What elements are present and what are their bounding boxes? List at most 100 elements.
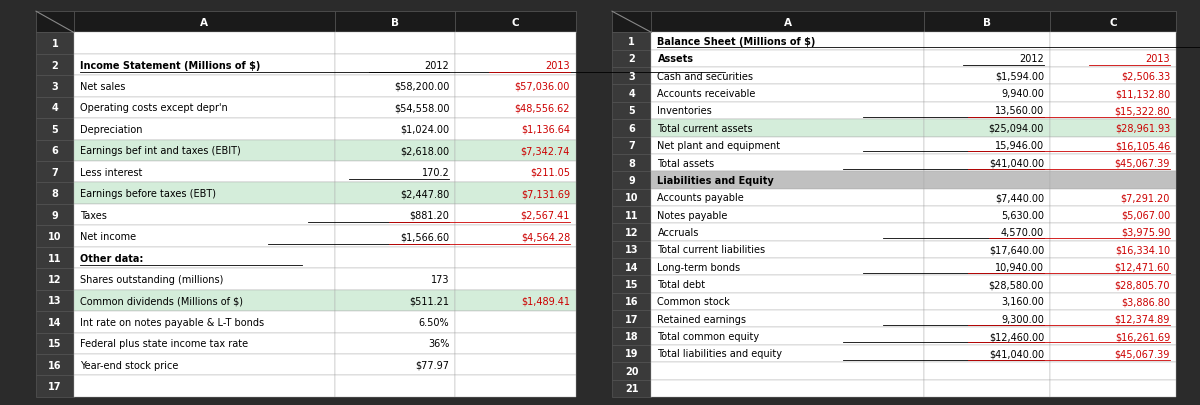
Text: A: A [200, 18, 209, 28]
Bar [924, 189, 1050, 207]
Text: 4: 4 [52, 103, 59, 113]
Text: Accruals: Accruals [658, 228, 698, 237]
Text: 17: 17 [625, 314, 638, 324]
Text: $54,558.00: $54,558.00 [394, 103, 450, 113]
Bar [74, 183, 335, 205]
Text: $25,094.00: $25,094.00 [989, 124, 1044, 134]
Text: $511.21: $511.21 [409, 296, 450, 306]
Bar [335, 375, 456, 397]
Text: $57,036.00: $57,036.00 [515, 82, 570, 92]
Bar [612, 12, 1176, 33]
Text: C: C [1109, 18, 1117, 28]
Bar [652, 293, 924, 310]
Bar [612, 241, 652, 258]
Text: Accounts receivable: Accounts receivable [658, 89, 756, 99]
Bar [456, 183, 576, 205]
Bar [1050, 120, 1176, 137]
Text: Liabilities and Equity: Liabilities and Equity [658, 175, 774, 185]
Bar [456, 290, 576, 311]
Bar [456, 247, 576, 269]
Bar [36, 333, 74, 354]
Text: $2,618.00: $2,618.00 [401, 146, 450, 156]
Bar [612, 172, 652, 189]
Bar [335, 269, 456, 290]
Bar [1050, 12, 1176, 33]
Bar [652, 328, 924, 345]
Bar [74, 375, 335, 397]
Text: Operating costs except depr'n: Operating costs except depr'n [80, 103, 228, 113]
Bar [652, 189, 924, 207]
Text: Inventories: Inventories [658, 106, 713, 116]
Text: Less interest: Less interest [80, 167, 142, 177]
Bar [74, 205, 335, 226]
Text: 11: 11 [48, 253, 61, 263]
Bar [652, 68, 924, 85]
Text: $45,067.39: $45,067.39 [1115, 158, 1170, 168]
Bar [612, 258, 652, 276]
Bar [335, 183, 456, 205]
Bar [652, 362, 924, 379]
Text: 2012: 2012 [425, 60, 450, 70]
Bar [612, 85, 652, 102]
Text: $1,024.00: $1,024.00 [401, 125, 450, 134]
Bar [456, 33, 576, 55]
Bar [36, 33, 74, 55]
Bar [456, 12, 576, 33]
Bar [1050, 102, 1176, 120]
Bar [924, 85, 1050, 102]
Bar [1050, 276, 1176, 293]
Bar [1050, 51, 1176, 68]
Bar [456, 226, 576, 247]
Text: Net income: Net income [80, 232, 136, 241]
Bar [36, 183, 74, 205]
Bar [74, 140, 335, 162]
Bar [335, 33, 456, 55]
Bar [652, 224, 924, 241]
Bar [1050, 155, 1176, 172]
Text: Shares outstanding (millions): Shares outstanding (millions) [80, 274, 223, 284]
Text: 170.2: 170.2 [421, 167, 450, 177]
Text: Cash and securities: Cash and securities [658, 72, 754, 81]
Text: 17: 17 [48, 381, 61, 391]
Bar [36, 76, 74, 98]
Text: 5,630.00: 5,630.00 [1001, 210, 1044, 220]
Text: $11,132.80: $11,132.80 [1115, 89, 1170, 99]
Bar [36, 98, 74, 119]
Bar [924, 12, 1050, 33]
Bar [1050, 68, 1176, 85]
Bar [652, 379, 924, 397]
Text: 13: 13 [48, 296, 61, 306]
Bar [924, 310, 1050, 328]
Text: 2: 2 [52, 60, 59, 70]
Text: 15: 15 [48, 339, 61, 348]
Text: 10,940.00: 10,940.00 [995, 262, 1044, 272]
Text: 3: 3 [629, 72, 635, 81]
Text: Retained earnings: Retained earnings [658, 314, 746, 324]
Bar [652, 102, 924, 120]
Text: C: C [512, 18, 520, 28]
Bar [1050, 241, 1176, 258]
Bar [924, 328, 1050, 345]
Text: 13: 13 [625, 245, 638, 255]
Bar [612, 224, 652, 241]
Bar [1050, 258, 1176, 276]
Text: 4: 4 [629, 89, 635, 99]
Bar [36, 311, 74, 333]
Bar [924, 33, 1050, 51]
Text: $48,556.62: $48,556.62 [515, 103, 570, 113]
Bar [924, 276, 1050, 293]
Text: 3,160.00: 3,160.00 [1001, 297, 1044, 307]
Bar [924, 155, 1050, 172]
Text: Common dividends (Millions of $): Common dividends (Millions of $) [80, 296, 242, 306]
Bar [924, 68, 1050, 85]
Text: $45,067.39: $45,067.39 [1115, 349, 1170, 358]
Text: $2,506.33: $2,506.33 [1121, 72, 1170, 81]
Text: Total debt: Total debt [658, 279, 706, 289]
Text: 12: 12 [625, 228, 638, 237]
Text: $7,131.69: $7,131.69 [521, 189, 570, 199]
Text: $16,334.10: $16,334.10 [1115, 245, 1170, 255]
Bar [74, 354, 335, 375]
Bar [74, 12, 335, 33]
Text: $2,447.80: $2,447.80 [401, 189, 450, 199]
Text: $211.05: $211.05 [530, 167, 570, 177]
